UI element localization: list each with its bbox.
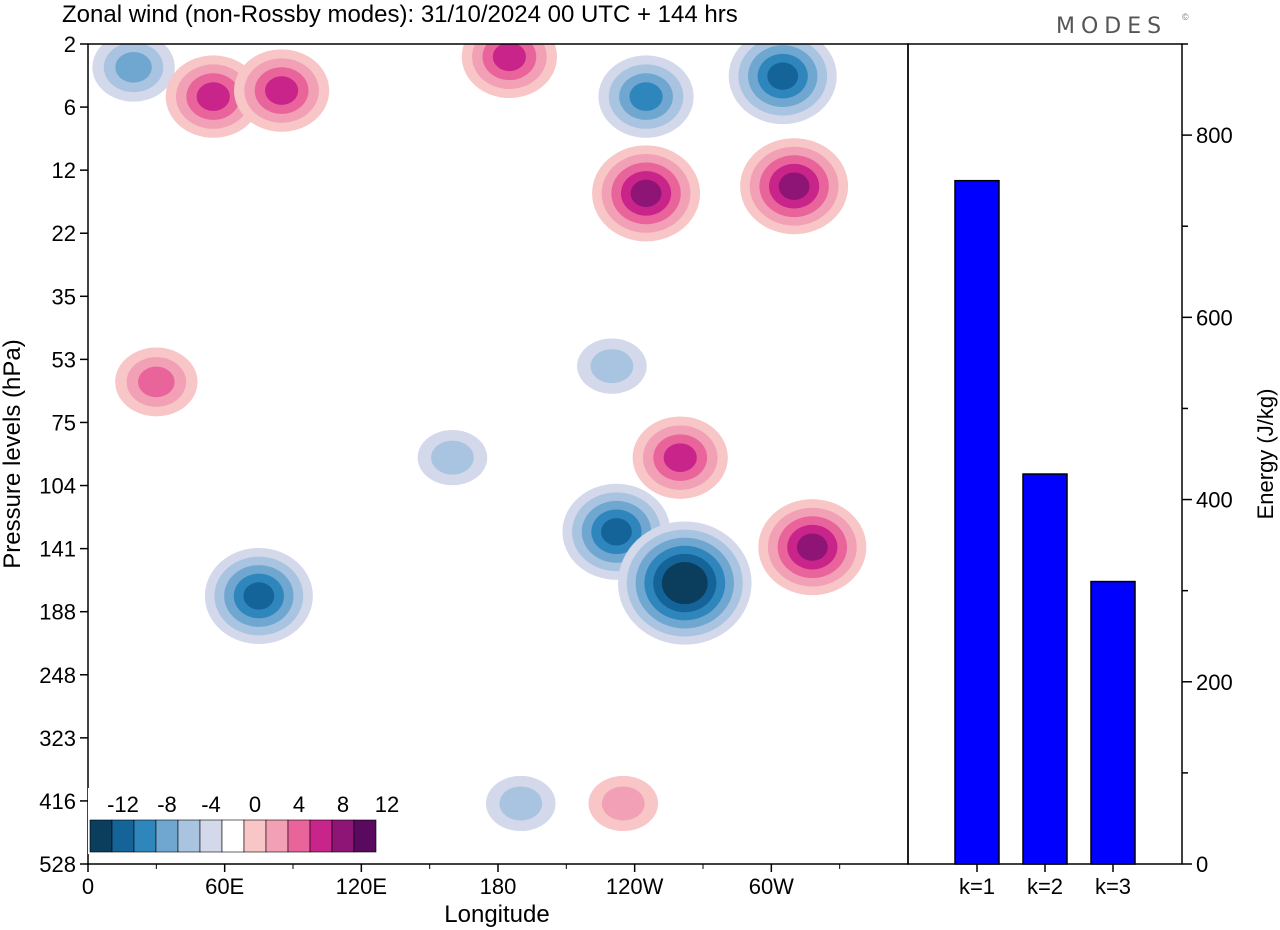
colorbar-label: -4 bbox=[201, 792, 221, 817]
pressure-tick-label: 2 bbox=[64, 32, 76, 57]
colorbar-swatch bbox=[331, 819, 355, 853]
colorbar-label: -12 bbox=[107, 792, 139, 817]
pressure-tick-label: 248 bbox=[39, 663, 76, 688]
easterly-contour bbox=[499, 786, 543, 821]
easterly-contour bbox=[767, 62, 799, 90]
pressure-tick-label: 416 bbox=[39, 789, 76, 814]
easterly-contour bbox=[243, 582, 275, 610]
energy-tick-label: 800 bbox=[1196, 123, 1233, 148]
westerly-contour bbox=[196, 82, 230, 111]
energy-tick-label: 200 bbox=[1196, 670, 1233, 695]
longitude-tick-label: 180 bbox=[480, 874, 517, 899]
pressure-tick-label: 35 bbox=[52, 284, 76, 309]
pressure-tick-label: 323 bbox=[39, 726, 76, 751]
pressure-axis: 2 6 12 22 35 53 75 104 141 188 248 323 416 528 bbox=[39, 32, 88, 877]
logo-mark: © bbox=[1182, 12, 1189, 22]
easterly-contour bbox=[431, 440, 474, 475]
colorbar: -12 -8 -4 0 4 8 12 bbox=[88, 788, 399, 854]
energy-bar bbox=[1090, 580, 1136, 865]
colorbar-label: 0 bbox=[249, 792, 261, 817]
colorbar-label: 8 bbox=[337, 792, 349, 817]
wavenumber-label: k=1 bbox=[959, 874, 995, 899]
westerly-contour bbox=[796, 533, 828, 561]
colorbar-swatch bbox=[155, 819, 179, 853]
westerly-contour bbox=[630, 179, 662, 208]
colorbar-swatch bbox=[199, 819, 223, 853]
y-axis-label: Pressure levels (hPa) bbox=[0, 339, 26, 568]
energy-tick-label: 0 bbox=[1196, 852, 1208, 877]
westerly-contour bbox=[601, 786, 645, 821]
pressure-tick-label: 22 bbox=[52, 221, 76, 246]
colorbar-swatch bbox=[133, 819, 157, 853]
colorbar-swatch bbox=[265, 819, 289, 853]
longitude-tick-label: 60W bbox=[749, 874, 794, 899]
wind-contours bbox=[92, 44, 867, 832]
westerly-contour bbox=[138, 366, 175, 398]
energy-tick-label: 400 bbox=[1196, 488, 1233, 513]
pressure-tick-label: 188 bbox=[39, 600, 76, 625]
colorbar-swatch bbox=[177, 819, 201, 853]
energy-bar bbox=[954, 179, 1000, 865]
modes-logo: MODES bbox=[1056, 14, 1167, 39]
pressure-tick-label: 141 bbox=[39, 537, 76, 562]
energy-bars: k=1 k=2 k=3 bbox=[954, 179, 1136, 899]
easterly-contour bbox=[601, 518, 632, 546]
x-axis-label: Longitude bbox=[444, 901, 549, 928]
energy-axis-label: Energy (J/kg) bbox=[1253, 389, 1278, 520]
colorbar-swatch bbox=[243, 819, 267, 853]
longitude-tick-label: 120E bbox=[336, 874, 387, 899]
pressure-tick-label: 528 bbox=[39, 852, 76, 877]
energy-axis: 0 200 400 600 800 bbox=[1182, 43, 1233, 877]
pressure-tick-label: 12 bbox=[52, 158, 76, 183]
colorbar-swatch bbox=[287, 819, 311, 853]
longitude-tick-label: 0 bbox=[82, 874, 94, 899]
colorbar-swatch bbox=[89, 819, 113, 853]
colorbar-label: -8 bbox=[157, 792, 177, 817]
energy-tick-label: 600 bbox=[1196, 305, 1233, 330]
easterly-contour bbox=[629, 82, 663, 111]
easterly-contour bbox=[590, 349, 634, 384]
wavenumber-label: k=2 bbox=[1027, 874, 1063, 899]
westerly-contour bbox=[265, 76, 299, 105]
colorbar-label: 12 bbox=[375, 792, 399, 817]
pressure-tick-label: 6 bbox=[64, 95, 76, 120]
easterly-contour bbox=[670, 570, 699, 597]
colorbar-swatch bbox=[309, 819, 333, 853]
colorbar-swatch bbox=[353, 819, 377, 853]
energy-bar bbox=[1022, 473, 1068, 865]
pressure-tick-label: 104 bbox=[39, 474, 76, 499]
colorbar-swatch bbox=[111, 819, 135, 853]
easterly-contour bbox=[115, 51, 152, 83]
westerly-contour bbox=[492, 44, 526, 72]
pressure-tick-label: 53 bbox=[52, 347, 76, 372]
chart-title: Zonal wind (non-Rossby modes): 31/10/202… bbox=[62, 1, 738, 28]
longitude-tick-label: 120W bbox=[606, 874, 664, 899]
westerly-contour bbox=[778, 172, 810, 200]
longitude-tick-label: 60E bbox=[205, 874, 244, 899]
wavenumber-label: k=3 bbox=[1095, 874, 1131, 899]
colorbar-label: 4 bbox=[293, 792, 305, 817]
colorbar-swatch bbox=[221, 819, 245, 853]
longitude-axis: 0 60E 120E 180 120W 60W bbox=[82, 864, 841, 899]
westerly-contour bbox=[663, 443, 697, 472]
pressure-tick-label: 75 bbox=[52, 410, 76, 435]
